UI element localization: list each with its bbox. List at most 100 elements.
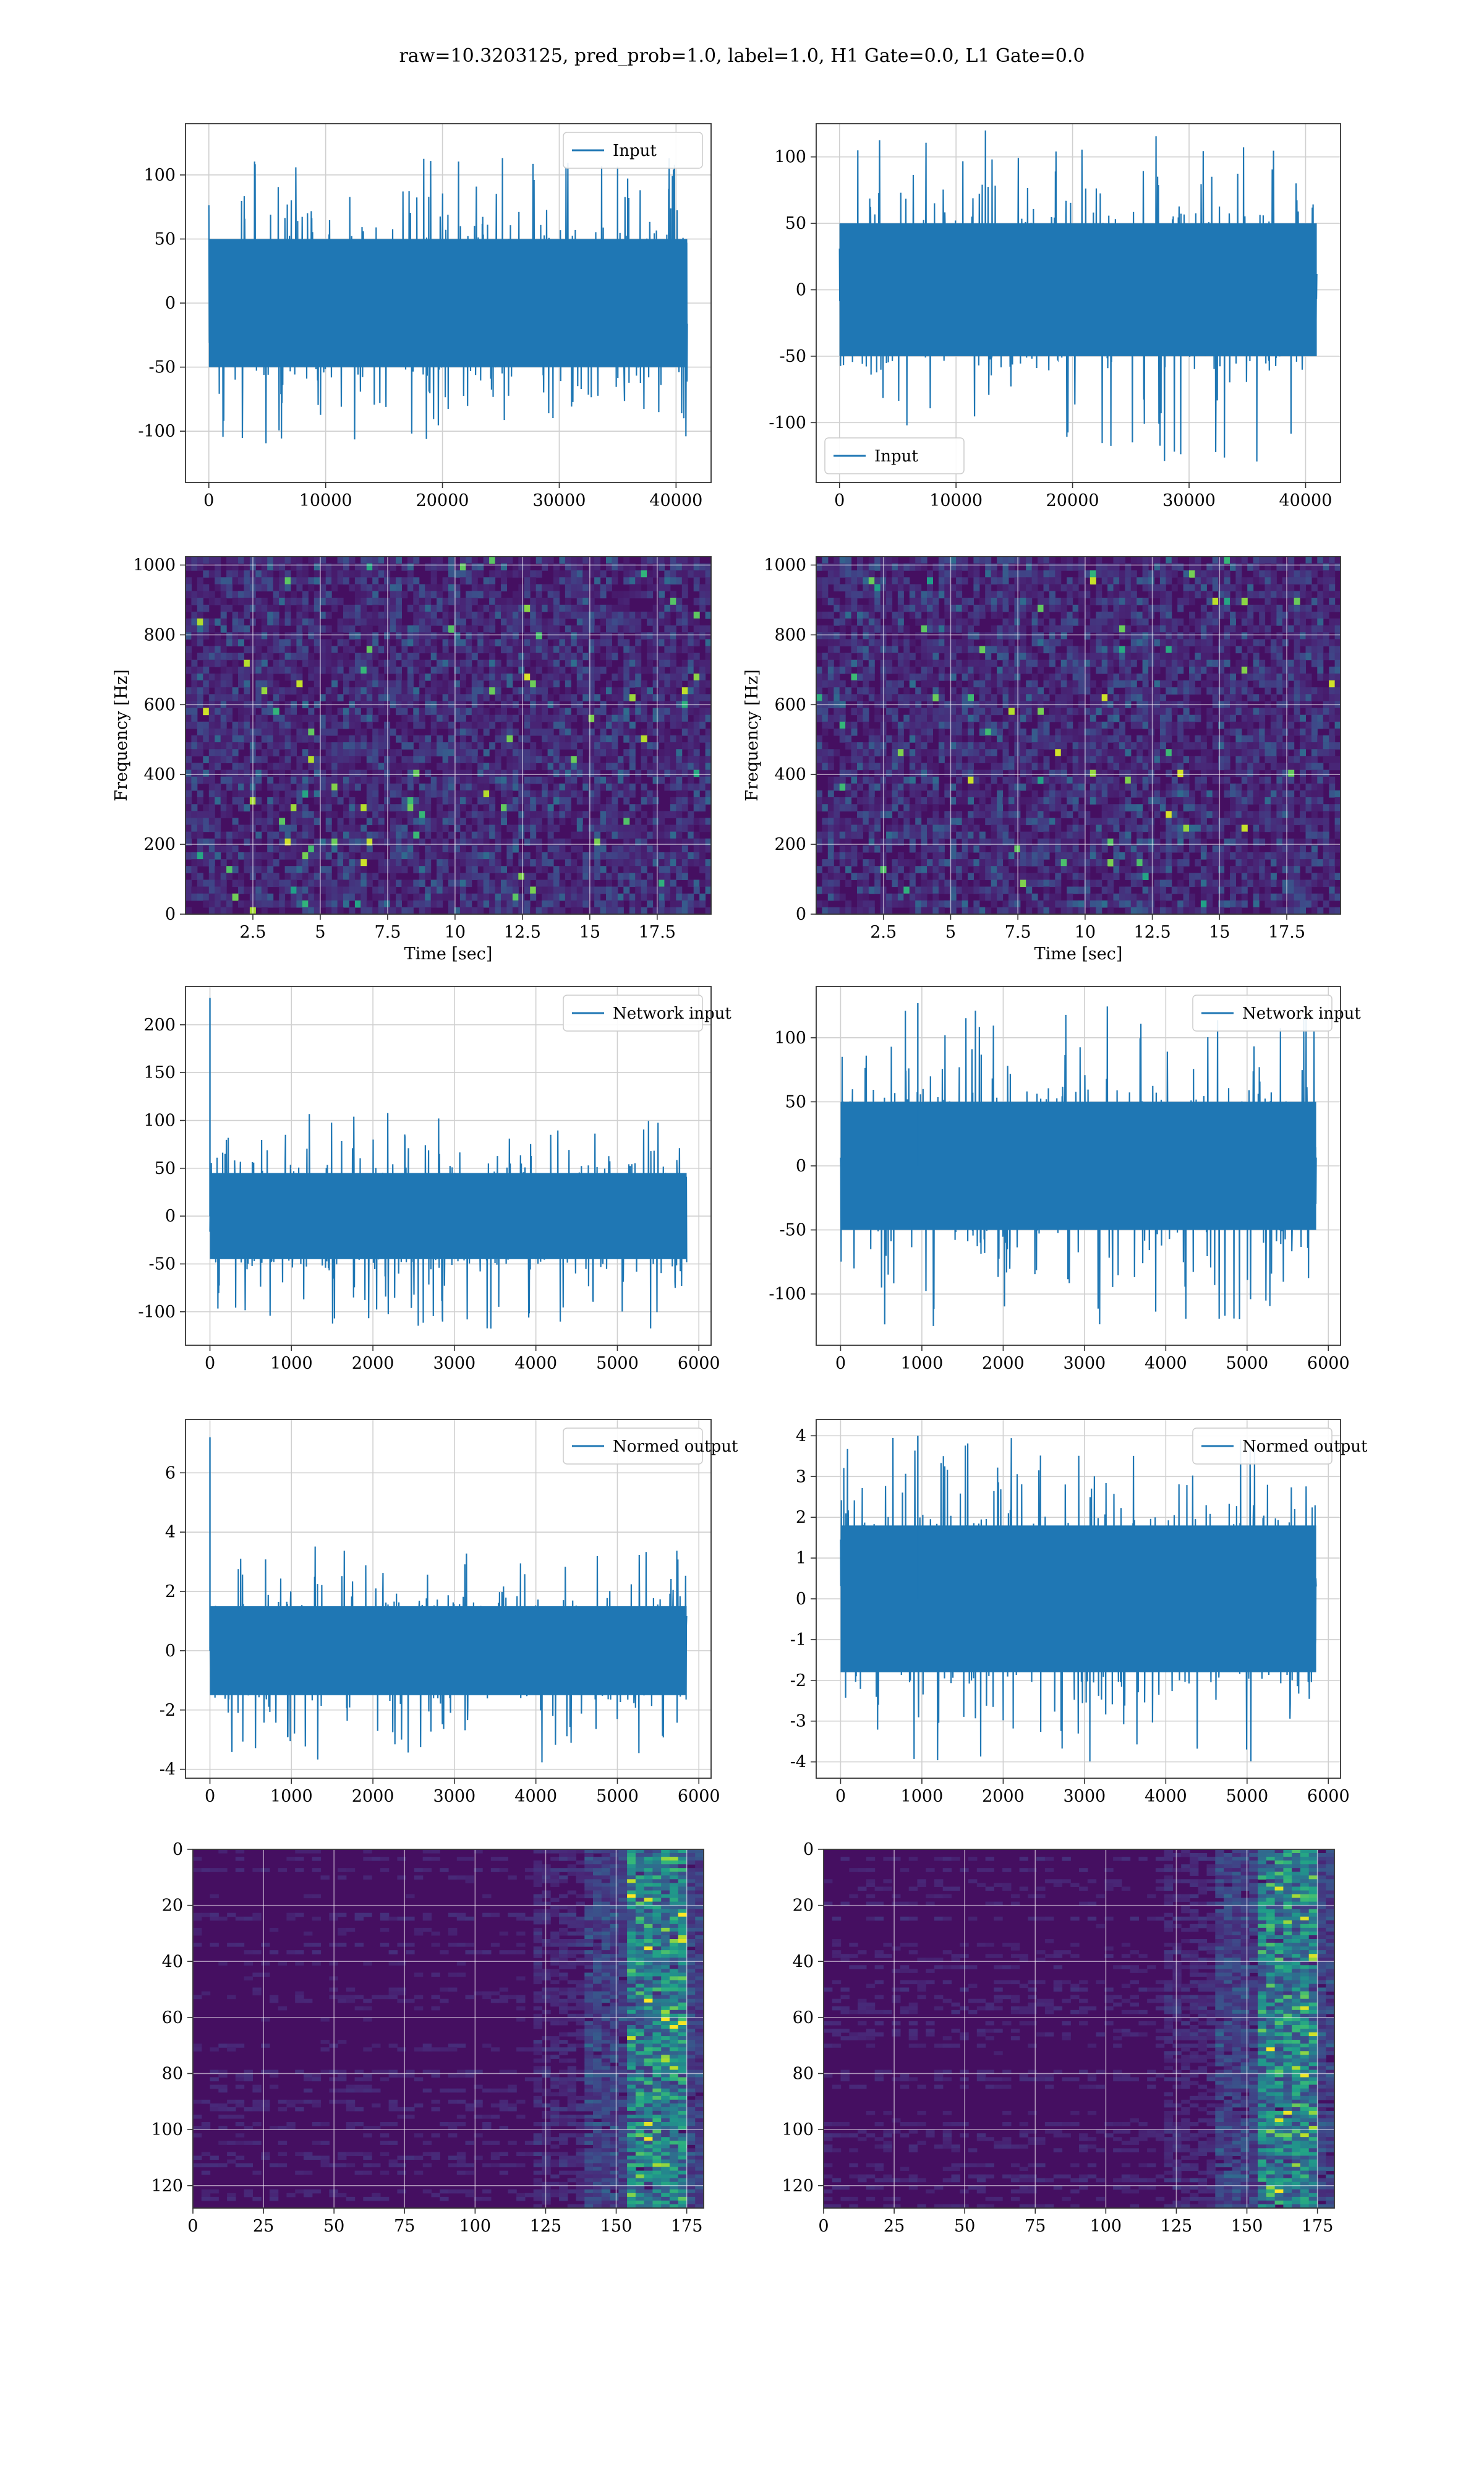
tick-label-y: -4 (160, 1760, 176, 1779)
series-input-l1 (838, 130, 1318, 462)
ticks-input-l1: 0 10000 20000 30000 40000 -100 -50 0 50 100 (769, 148, 1332, 510)
tick-label-x: 17.5 (639, 923, 676, 942)
tick-label-x: 50 (954, 2217, 975, 2236)
tick-label-x: 175 (1302, 2217, 1334, 2236)
axes-spectrogram-l1: 2.5 5 7.5 10 12.5 15 17.5 0 200 400 600 800 1000 Time… (743, 556, 1341, 964)
legend-network-input-l1: Network input (1192, 995, 1361, 1032)
tick-label-x: 25 (884, 2217, 905, 2236)
axes-frame (823, 1849, 1335, 2209)
tick-label-x: 20000 (1046, 491, 1099, 510)
tick-label-y: -50 (780, 1221, 806, 1240)
tick-label-x: 5 (945, 923, 956, 942)
ticks-output-map-h1: 0 25 50 75 100 125 150 175 0 20 40 60 80 100 120 (151, 1840, 702, 2236)
tick-label-x: 1000 (901, 1354, 944, 1373)
tick-label-y: 100 (782, 2120, 814, 2139)
series-network-input-l1 (840, 1003, 1317, 1326)
tick-label-x: 7.5 (1005, 923, 1031, 942)
tick-label-y: -50 (149, 1255, 176, 1274)
tick-label-x: 5000 (596, 1354, 639, 1373)
tick-label-y: 800 (143, 625, 176, 644)
tick-label-x: 17.5 (1268, 923, 1305, 942)
tick-label-y: -4 (790, 1753, 806, 1772)
tick-label-y: 4 (796, 1426, 806, 1445)
tick-label-x: 7.5 (374, 923, 401, 942)
tick-label-x: 1000 (270, 1354, 313, 1373)
legend-label: Network input (613, 1004, 731, 1023)
legend-label: Network input (1242, 1004, 1361, 1023)
axes-frame (816, 556, 1341, 915)
tick-label-y: 6 (165, 1463, 176, 1483)
tick-label-y: 50 (785, 1092, 806, 1111)
tick-label-x: 2.5 (870, 923, 897, 942)
legend-box (563, 132, 703, 169)
tick-label-x: 0 (835, 1787, 846, 1806)
legend-box (1192, 995, 1333, 1032)
heatmap-spectrogram-h1 (186, 557, 711, 914)
tick-label-x: 20000 (416, 491, 469, 510)
tick-label-y: -100 (769, 413, 806, 432)
axis-label-y: Frequency [Hz] (743, 669, 762, 801)
tick-label-x: 40000 (1279, 491, 1333, 510)
tick-label-y: 0 (803, 1840, 814, 1859)
gridlines-output-map-h1 (192, 1849, 704, 2208)
tick-label-y: 0 (165, 1641, 176, 1661)
series-normed-output-l1 (840, 1436, 1317, 1761)
axes-frame (192, 1849, 704, 2209)
axes-normed-output-h1: Normed output 0 1000 2000 3000 4000 5000 6000 -4… (160, 1419, 738, 1806)
ticks-output-map-l1: 0 25 50 75 100 125 150 175 0 20 40 60 80 100 120 (782, 1840, 1333, 2236)
tick-label-x: 0 (203, 491, 214, 510)
tick-label-y: 600 (143, 695, 176, 714)
tick-label-x: 1000 (270, 1787, 313, 1806)
legend-box (563, 995, 703, 1032)
tick-label-x: 6000 (678, 1787, 720, 1806)
tick-label-y: 2 (165, 1582, 176, 1601)
tick-label-y: 400 (143, 765, 176, 784)
tick-label-x: 6000 (1307, 1354, 1350, 1373)
tick-label-y: 40 (162, 1952, 183, 1971)
series-band (840, 1102, 1316, 1230)
tick-label-x: 0 (818, 2217, 829, 2236)
tick-label-y: 100 (774, 148, 806, 167)
ticks-spectrogram-h1: 2.5 5 7.5 10 12.5 15 17.5 0 200 400 600 800 1000 (133, 556, 676, 942)
axes-frame (185, 986, 712, 1346)
series-band (210, 1173, 687, 1259)
tick-label-x: 12.5 (1134, 923, 1171, 942)
tick-label-y: 0 (796, 281, 806, 300)
tick-label-y: 200 (143, 1016, 176, 1035)
tick-label-x: 5000 (1226, 1354, 1268, 1373)
tick-label-x: 10000 (299, 491, 352, 510)
tick-label-y: 20 (793, 1896, 814, 1915)
tick-label-x: 3000 (1064, 1354, 1106, 1373)
tick-label-x: 2000 (352, 1787, 394, 1806)
tick-label-x: 2000 (982, 1354, 1025, 1373)
series-band (208, 239, 688, 367)
tick-label-y: 100 (143, 1111, 176, 1131)
tick-label-x: 0 (205, 1354, 215, 1373)
tick-label-x: 0 (835, 1354, 846, 1373)
tick-label-x: 25 (253, 2217, 274, 2236)
series-band (839, 223, 1317, 356)
legend-label: Input (874, 447, 918, 466)
tick-label-y: 50 (155, 1159, 176, 1178)
tick-label-x: 10000 (929, 491, 983, 510)
ticks-normed-output-h1: 0 1000 2000 3000 4000 5000 6000 -4 -2 0 2 4 6 (160, 1463, 720, 1806)
tick-label-x: 10 (1075, 923, 1096, 942)
legend-input-h1: Input (563, 132, 703, 169)
tick-label-y: 50 (155, 229, 176, 249)
tick-label-x: 5000 (596, 1787, 639, 1806)
legend-label: Normed output (1242, 1437, 1368, 1456)
axes-spectrogram-h1: 2.5 5 7.5 10 12.5 15 17.5 0 200 400 600 800 1000 Time… (112, 556, 712, 964)
tick-label-y: -2 (160, 1701, 176, 1720)
tick-label-x: 0 (205, 1787, 215, 1806)
axis-label-x: Time [sec] (404, 944, 493, 964)
tick-label-y: 0 (796, 1590, 806, 1609)
figure-suptitle: raw=10.3203125, pred_prob=1.0, label=1.0… (399, 45, 1085, 67)
tick-label-y: 40 (793, 1952, 814, 1971)
tick-label-y: 120 (151, 2177, 183, 2196)
tick-label-y: 800 (774, 625, 806, 644)
tick-label-y: 60 (793, 2008, 814, 2027)
tick-label-y: 100 (143, 166, 176, 185)
axes-input-l1: Input 0 10000 20000 30000 40000 -100 -50 0 50 100 (769, 123, 1341, 510)
tick-label-x: 10 (445, 923, 466, 942)
tick-label-y: 1000 (133, 556, 176, 575)
